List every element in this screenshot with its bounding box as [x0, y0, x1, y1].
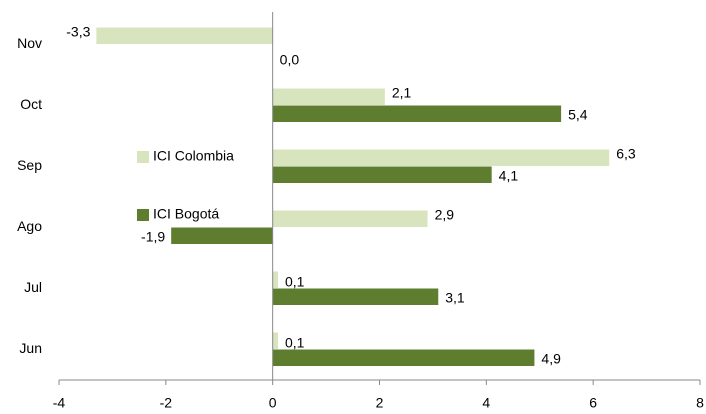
value-label: 6,3 [616, 146, 636, 162]
bar [272, 105, 562, 122]
value-label: 2,9 [435, 207, 455, 223]
y-tick-label: Ago [17, 218, 42, 234]
value-label: 3,1 [445, 290, 465, 306]
bar [272, 166, 492, 183]
y-tick-label: Nov [17, 35, 42, 51]
legend-swatch [137, 151, 149, 163]
value-label: 4,9 [541, 351, 561, 367]
legend-swatch [137, 209, 149, 221]
x-tick-label: 6 [589, 395, 597, 411]
bar [272, 149, 610, 166]
bar [272, 210, 428, 227]
x-tick-label: 0 [269, 395, 277, 411]
x-tick-label: -2 [160, 395, 173, 411]
x-tick-label: 4 [482, 395, 490, 411]
value-label: 0,0 [280, 52, 300, 68]
bar [272, 88, 385, 105]
value-label: -3,3 [66, 24, 90, 40]
x-tick-label: -4 [53, 395, 66, 411]
bar [171, 227, 273, 244]
value-label: 2,1 [392, 85, 412, 101]
bar [272, 288, 439, 305]
x-tick-label: 8 [696, 395, 704, 411]
value-label: -1,9 [141, 229, 165, 245]
y-tick-label: Oct [20, 96, 42, 112]
bar [96, 27, 273, 44]
value-label: 5,4 [568, 107, 588, 123]
x-tick-label: 2 [376, 395, 384, 411]
value-label: 4,1 [499, 168, 519, 184]
legend-label: ICI Colombia [153, 148, 234, 164]
value-label: 0,1 [285, 335, 305, 351]
y-tick-label: Jul [24, 279, 42, 295]
y-tick-label: Jun [19, 340, 42, 356]
y-tick-label: Sep [17, 157, 42, 173]
legend-label: ICI Bogotá [153, 206, 219, 222]
bar [272, 349, 535, 366]
bar [272, 332, 279, 349]
value-label: 0,1 [285, 274, 305, 290]
bar [272, 271, 279, 288]
